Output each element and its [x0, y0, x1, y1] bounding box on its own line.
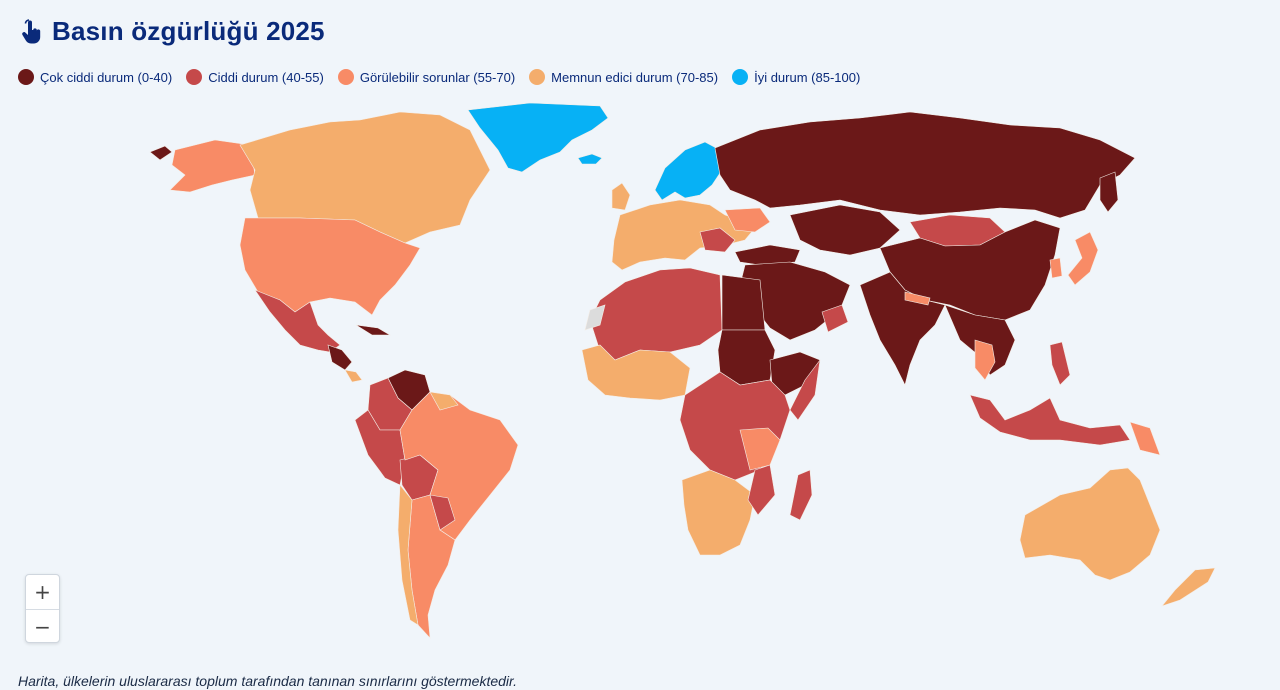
legend-label: Memnun edici durum (70-85): [551, 69, 719, 85]
country-madagascar[interactable]: [789, 469, 813, 521]
legend-swatch: [732, 69, 749, 85]
zoom-out-button[interactable]: −: [26, 609, 59, 642]
legend-swatch: [18, 69, 34, 85]
zoom-control: + −: [25, 574, 60, 643]
country-iceland[interactable]: [577, 153, 603, 165]
country-chukotka[interactable]: [149, 145, 173, 161]
country-uk[interactable]: [611, 182, 631, 211]
legend-item-problematic[interactable]: Görülebilir sorunlar (55-70): [337, 69, 516, 85]
country-north-africa-west[interactable]: [589, 267, 723, 361]
pointer-hand-icon: [20, 18, 42, 45]
legend-swatch: [337, 69, 354, 85]
country-south-korea[interactable]: [1049, 257, 1063, 279]
country-philippines[interactable]: [1049, 341, 1071, 386]
country-russia[interactable]: [714, 111, 1136, 219]
country-new-zealand[interactable]: [1161, 567, 1216, 607]
world-map[interactable]: [0, 100, 1280, 660]
country-ukraine[interactable]: [724, 207, 771, 233]
map-footnote: Harita, ülkelerin uluslararası toplum ta…: [18, 673, 518, 689]
country-western-sahara[interactable]: [584, 304, 606, 331]
country-japan[interactable]: [1067, 231, 1099, 286]
country-turkey[interactable]: [734, 244, 801, 266]
legend-label: Çok ciddi durum (0-40): [40, 69, 173, 85]
country-balkans[interactable]: [699, 227, 736, 253]
legend-swatch: [529, 69, 546, 85]
country-brazil[interactable]: [399, 391, 519, 541]
header: Basın özgürlüğü 2025: [20, 16, 325, 47]
legend-label: İyi durum (85-100): [754, 69, 861, 85]
country-central-africa[interactable]: [679, 371, 791, 481]
country-central-america[interactable]: [327, 344, 353, 371]
country-guianas[interactable]: [429, 391, 459, 411]
page-title: Basın özgürlüğü 2025: [52, 16, 325, 46]
country-somalia[interactable]: [789, 359, 821, 421]
country-paraguay-uruguay[interactable]: [429, 494, 456, 531]
legend-swatch: [186, 69, 203, 85]
country-australia[interactable]: [1019, 467, 1161, 581]
country-greenland[interactable]: [467, 102, 609, 173]
country-cuba[interactable]: [355, 324, 392, 336]
country-alaska[interactable]: [169, 139, 256, 193]
country-costa-rica[interactable]: [344, 369, 363, 383]
country-southern-africa[interactable]: [681, 469, 756, 556]
country-scandinavia[interactable]: [654, 141, 723, 201]
legend: Çok ciddi durum (0-40) Ciddi durum (40-5…: [18, 69, 860, 85]
country-thailand[interactable]: [974, 339, 996, 381]
country-chile[interactable]: [397, 484, 419, 626]
legend-item-very-serious[interactable]: Çok ciddi durum (0-40): [18, 69, 172, 85]
country-kamchatka[interactable]: [1099, 171, 1119, 213]
country-oman[interactable]: [821, 304, 849, 333]
country-mexico[interactable]: [254, 289, 341, 353]
legend-item-good[interactable]: İyi durum (85-100): [732, 69, 860, 85]
country-egypt[interactable]: [721, 274, 766, 331]
country-nepal[interactable]: [904, 291, 931, 306]
country-east-africa[interactable]: [739, 427, 781, 471]
country-west-africa[interactable]: [581, 344, 691, 401]
country-mozambique[interactable]: [747, 464, 776, 516]
zoom-in-button[interactable]: +: [34, 580, 51, 604]
legend-label: Görülebilir sorunlar (55-70): [359, 69, 516, 85]
legend-item-serious[interactable]: Ciddi durum (40-55): [186, 69, 324, 85]
legend-item-satisfactory[interactable]: Memnun edici durum (70-85): [529, 69, 718, 85]
country-myanmar-vietnam[interactable]: [944, 304, 1016, 376]
country-papua[interactable]: [1129, 421, 1161, 456]
legend-label: Ciddi durum (40-55): [208, 69, 324, 85]
country-indonesia[interactable]: [969, 394, 1131, 446]
